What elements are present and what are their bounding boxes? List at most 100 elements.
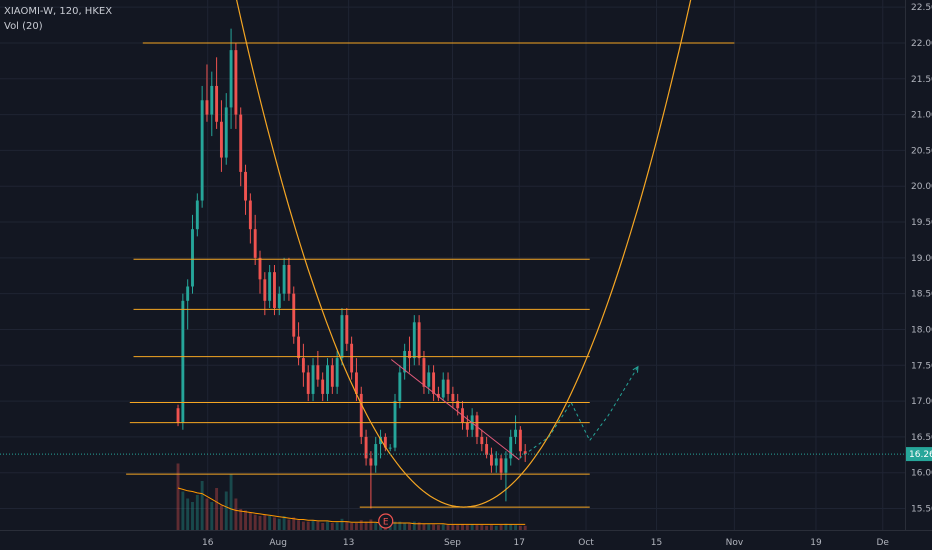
candle-body <box>335 358 339 387</box>
chart-legend: XIAOMI-W, 120, HKEX Vol (20) <box>4 4 112 34</box>
candle-body <box>518 429 522 452</box>
time-tick-label: 13 <box>343 538 354 548</box>
last-price-label: 16.26 <box>909 450 932 460</box>
volume-bar <box>210 502 214 530</box>
candle-body <box>258 257 262 280</box>
candle-body <box>195 200 199 230</box>
candle-body <box>350 343 354 373</box>
last-price-badge <box>906 447 932 462</box>
volume-bar <box>345 521 349 530</box>
volume-bar <box>195 495 199 530</box>
volume-bar <box>277 518 281 530</box>
volume-ma-line <box>177 487 526 525</box>
candle-body <box>263 279 267 301</box>
volume-bar <box>326 521 329 530</box>
volume-legend[interactable]: Vol (20) <box>4 21 43 32</box>
volume-bar <box>427 524 431 530</box>
candle-body <box>354 372 358 394</box>
volume-bar <box>205 498 209 530</box>
drawings[interactable] <box>122 0 819 508</box>
candle-body <box>292 293 296 337</box>
candle-body <box>229 50 233 108</box>
candle-body <box>499 458 503 473</box>
symbol-legend[interactable]: XIAOMI-W, 120, HKEX <box>4 6 113 17</box>
candle-body <box>412 322 416 359</box>
volume-bar <box>215 488 219 530</box>
volume-bar <box>393 521 397 530</box>
candle-body <box>268 272 272 301</box>
volume-bar <box>311 520 315 530</box>
volume-bar <box>403 523 407 530</box>
volume-bar <box>350 523 354 530</box>
candle-body <box>388 447 392 449</box>
volume-bar <box>186 498 190 530</box>
volume-bar <box>244 510 247 530</box>
candle-body <box>326 365 329 394</box>
candle-body <box>181 300 185 423</box>
volume-bar <box>253 514 257 530</box>
time-tick-label: 17 <box>514 538 525 548</box>
volume-bar <box>321 523 325 530</box>
candle-body <box>489 454 493 466</box>
candle-body <box>311 365 315 394</box>
time-tick-label: Sep <box>444 538 461 548</box>
price-tick-label: 22.00 <box>911 39 932 49</box>
price-tick-label: 18.00 <box>911 325 932 335</box>
candles <box>176 28 527 509</box>
candle-body <box>432 372 436 394</box>
volume-bar <box>224 491 228 530</box>
price-tick-label: 19.00 <box>911 254 932 264</box>
volume-bar <box>436 525 440 530</box>
price-tick-label: 18.50 <box>911 290 932 300</box>
volume-bar <box>287 519 291 530</box>
volume-bar <box>432 524 436 530</box>
volume-bar <box>509 524 513 530</box>
volume-bar <box>181 491 185 530</box>
downtrend-line <box>390 359 520 461</box>
price-tick-label: 19.50 <box>911 218 932 228</box>
candle-body <box>398 372 402 402</box>
candle-body <box>359 393 363 437</box>
candle-body <box>436 393 440 398</box>
projection-arrowhead <box>632 365 639 373</box>
candle-body <box>297 336 301 359</box>
candle-body <box>186 286 190 301</box>
volume-bar <box>306 521 310 530</box>
event-label: E <box>383 518 389 528</box>
earnings-event-marker[interactable]: E <box>378 513 394 529</box>
candle-body <box>364 436 368 459</box>
rounding-bottom-curve <box>236 0 692 508</box>
time-tick-label: Oct <box>578 538 594 548</box>
volume-bar <box>456 525 460 530</box>
candle-body <box>287 265 291 294</box>
projection-path <box>519 366 639 459</box>
volume-bar <box>451 525 455 530</box>
candle-body <box>383 436 387 448</box>
volume-bar <box>489 525 493 530</box>
time-axis[interactable]: 16 Aug 13 Sep 17 Oct 15 Nov 19 De <box>0 530 932 549</box>
event-circle <box>378 513 394 529</box>
candle-body <box>277 293 281 308</box>
candle-body <box>408 350 411 359</box>
volume-bar <box>417 522 421 530</box>
candle-body <box>514 429 517 437</box>
time-tick-label: Nov <box>726 538 744 548</box>
volume-bar <box>470 524 474 530</box>
candle-body <box>321 379 325 394</box>
candle-body <box>239 114 243 172</box>
volume-bar <box>408 523 411 530</box>
candle-body <box>369 458 373 466</box>
time-tick-label: 19 <box>810 538 822 548</box>
volume-bar <box>200 481 204 530</box>
candle-body <box>504 458 508 473</box>
price-tick-label: 20.00 <box>911 182 932 192</box>
candle-body <box>340 315 344 359</box>
volume-bar <box>273 517 276 530</box>
candle-body <box>248 200 252 230</box>
price-axis[interactable]: 15.50 16.00 16.50 17.00 17.50 18.00 18.50 19.00… <box>905 0 932 550</box>
candle-body <box>306 372 310 394</box>
candle-body <box>282 265 286 294</box>
volume-bar <box>263 514 267 530</box>
